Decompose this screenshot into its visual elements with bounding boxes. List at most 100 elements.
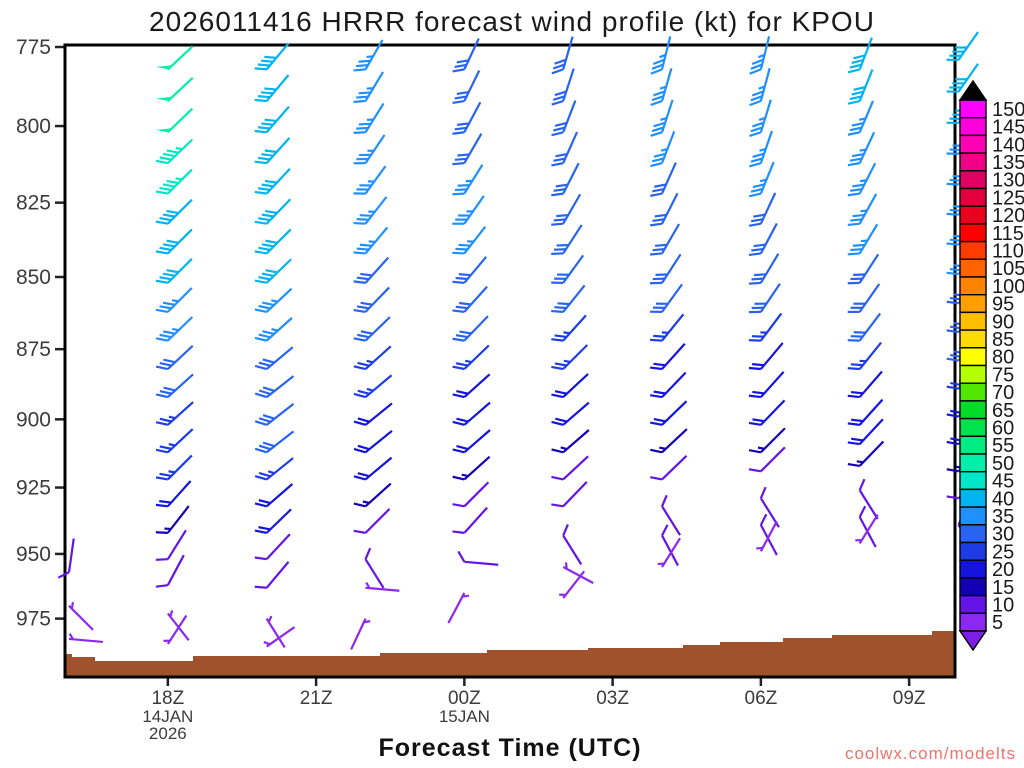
barb-stroke [463,69,481,102]
barb-stroke [168,443,176,447]
barb-stroke [457,550,466,563]
wind-barb [254,561,290,589]
colorbar-label: 40 [992,488,1014,510]
barb-stroke [650,394,663,399]
barb-stroke [169,610,174,617]
colorbar-label: 10 [992,594,1014,616]
barb-stroke [661,343,686,370]
barb-stroke [358,122,371,126]
barb-stroke [562,193,582,225]
colorbar-cell [959,506,987,526]
colorbar-cell [959,488,987,508]
barb-stroke [459,330,472,335]
barb-stroke [552,63,565,70]
barb-stroke [258,499,271,505]
wind-barb [452,429,491,454]
barb-stroke [254,279,267,284]
barb-stroke [265,269,278,274]
wind-barb [254,346,294,371]
barb-stroke [752,363,765,367]
barb-stroke [759,130,773,164]
wind-barb [650,68,673,106]
barb-stroke [562,344,589,370]
barb-stroke [454,63,467,69]
barb-stroke [858,131,876,164]
barb-stroke [360,330,373,335]
barb-stroke [167,345,194,370]
barb-stroke [847,131,860,136]
colorbar-cell [959,347,987,367]
wind-barb [551,455,589,481]
barb-stroke [463,285,488,313]
barb-stroke [858,398,884,426]
barb-stroke [649,252,663,256]
barb-stroke [455,362,469,367]
barb-stroke [858,162,877,195]
watermark-link[interactable]: coolwx.com/modelts [844,744,1016,763]
barb-stroke [175,177,183,181]
wind-barb [748,283,781,314]
y-tick-label: 850 [16,266,51,289]
colorbar-cell [959,559,987,579]
barb-stroke [357,333,370,339]
barb-stroke [362,500,370,505]
barb-stroke [759,36,771,70]
barb-stroke [155,448,169,454]
barb-stroke [553,188,566,192]
barb-stroke [355,63,369,68]
barb-stroke [163,330,176,335]
barb-stroke [264,87,277,91]
barb-stroke [155,337,169,342]
x-tick-label: 00Z [448,688,481,709]
barb-stroke [759,283,781,313]
barb-stroke [858,514,879,545]
barb-stroke [356,276,369,281]
barb-stroke [353,68,366,72]
barb-stroke [172,327,179,332]
barb-stroke [551,338,564,342]
barb-stroke [262,358,275,364]
wind-barb [353,482,392,508]
barb-stroke [463,429,491,454]
barb-stroke [659,446,666,450]
barb-stroke [849,188,863,192]
barb-stroke [254,190,267,195]
barb-stroke [258,389,271,396]
barb-stroke [463,256,488,284]
barb-stroke [860,209,868,213]
barb-stroke [265,198,292,225]
barb-stroke [858,69,874,102]
wind-barb [661,494,681,536]
barb-stroke [847,99,860,105]
barb-stroke [167,428,194,454]
wind-barb [156,45,194,71]
barb-stroke [258,187,271,192]
barb-stroke [946,357,959,362]
barb-stroke [365,586,400,592]
x-tick-sublabel: 2026 [149,724,187,743]
barb-stroke [463,401,491,426]
wind-barb [748,222,778,257]
barb-stroke [455,276,468,281]
colorbar-cell [959,329,987,349]
barb-stroke [167,107,194,134]
wind-barb [155,228,193,255]
barb-stroke [254,585,267,589]
barb-stroke [265,483,294,508]
barb-stroke [263,641,271,646]
wind-barb [254,42,290,71]
barb-stroke [464,359,472,364]
colorbar-label: 65 [992,400,1014,422]
barb-stroke [946,468,959,473]
barb-stroke [155,250,169,255]
barb-stroke [849,157,863,162]
wind-barb [847,223,879,256]
barb-stroke [759,486,767,499]
wind-barb [661,524,679,567]
colorbar-cell [959,134,987,154]
y-tick-label: 800 [16,115,51,138]
barb-stroke [562,429,590,454]
barb-stroke [155,476,169,481]
barb-stroke [258,361,271,367]
